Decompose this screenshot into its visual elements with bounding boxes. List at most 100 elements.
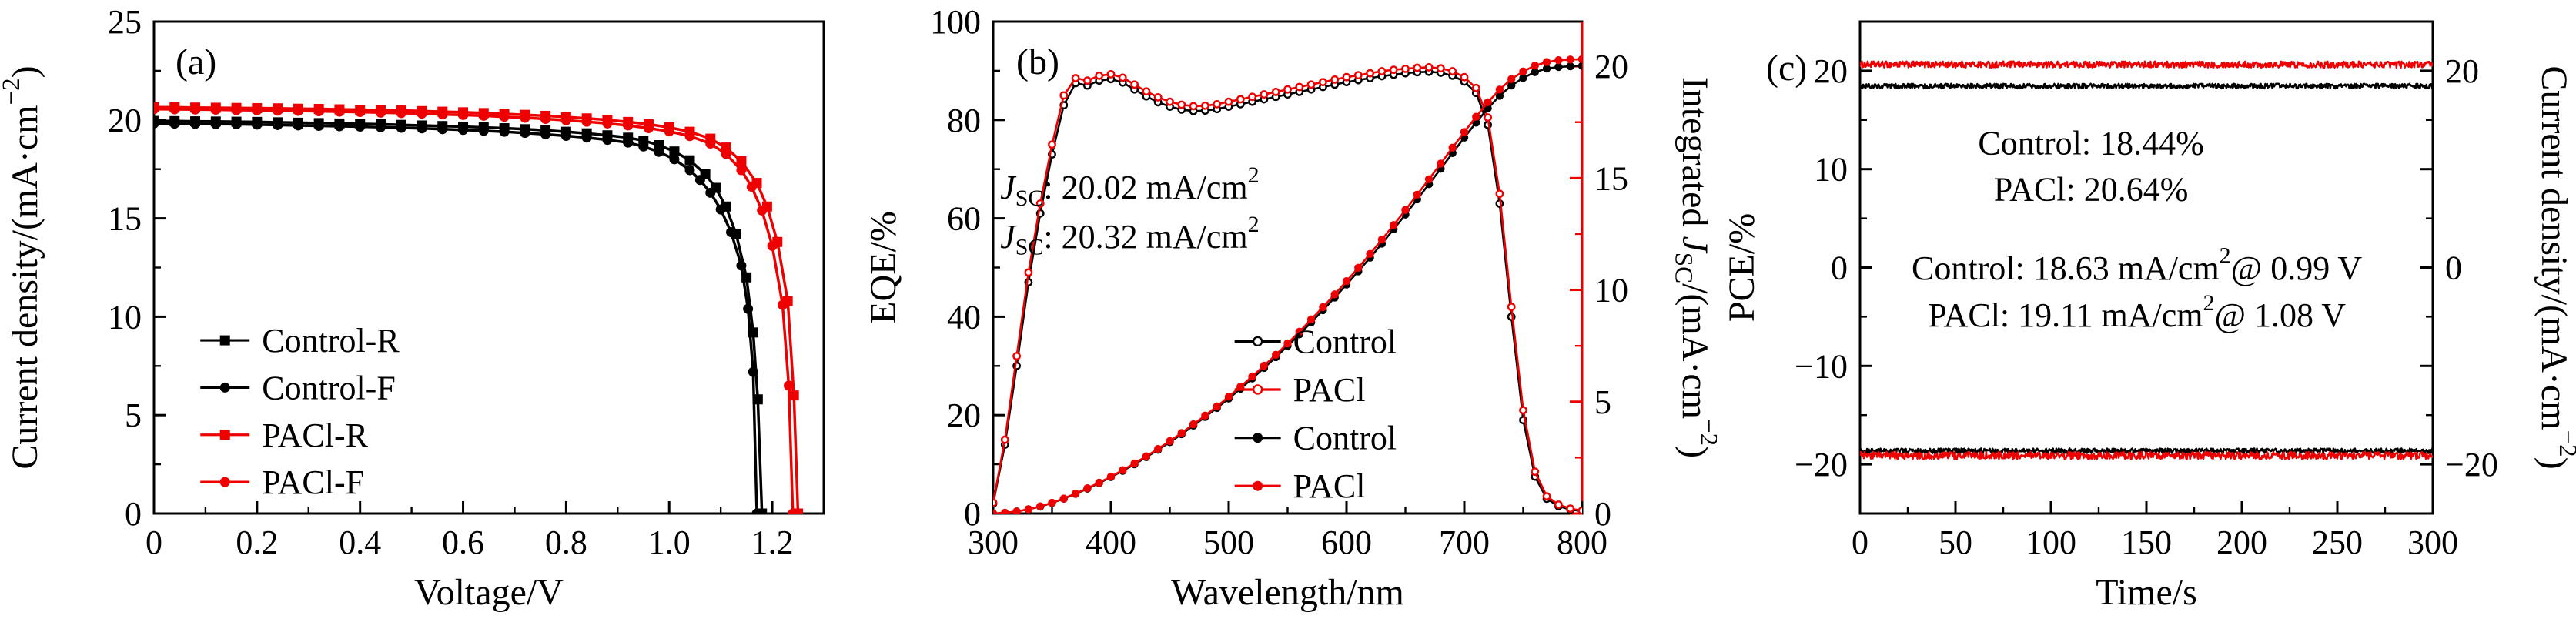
right-tick-label: 20 [2445,52,2479,90]
series-marker [252,105,263,115]
series-marker [1460,72,1469,82]
annotation: PACl: 20.64% [1994,171,2189,209]
series-marker [1542,492,1551,501]
series-marker [1177,100,1186,109]
series-marker [313,120,324,131]
series-marker [458,125,469,136]
series-marker [1306,80,1316,89]
x-tick-label: 100 [2026,524,2076,561]
series-marker [1295,327,1303,336]
series-marker [1083,483,1092,493]
series-marker [478,125,489,136]
series-marker [1142,87,1151,96]
series-marker [684,155,695,166]
y-tick-label: 100 [930,3,981,41]
series-marker [1413,63,1422,72]
series-marker [581,132,592,143]
series-marker [1401,64,1410,73]
series-marker [231,119,242,129]
x-tick-label: 50 [1939,524,1972,561]
series-marker [154,104,159,115]
series-marker [540,129,551,139]
series-marker [1413,190,1421,199]
series-marker [1260,90,1269,99]
series-marker [1577,55,1582,63]
series-marker [1306,315,1316,324]
series-marker [743,303,754,314]
series-marker [1366,249,1374,258]
series-marker [1189,102,1198,111]
series-marker [1283,85,1292,94]
series-marker [293,105,303,116]
series-marker [1059,494,1068,503]
legend-label: PACl [1293,467,1366,505]
series-marker [1048,498,1056,507]
y-tick-label: 20 [947,396,981,434]
y-tick-label: 80 [947,102,981,139]
x-tick-label: 0.8 [545,524,587,561]
series-marker [736,165,747,176]
panel-c-stability-chart: 0 50 100 150 200 250 300 −20 −10 0 10 20 −20 0 20 Time/… [1717,0,2576,629]
right-tick-label: 0 [1594,495,1611,533]
right-tick-label: 15 [1594,159,1628,197]
x-tick-label: 0.6 [442,524,484,561]
series-marker [1253,433,1263,443]
series-marker [669,154,680,165]
series-marker [993,498,998,507]
series-line [1860,450,2433,460]
series-marker [748,366,758,377]
series-marker [1253,480,1263,491]
y-tick-label: −10 [1795,347,1848,385]
series-marker [1424,175,1434,183]
annotation: JSC: 20.32 mA/cm2 [1000,212,1259,260]
series-marker [1495,189,1504,199]
series-marker [736,156,747,166]
series-marker [788,390,799,401]
series-marker [499,112,510,122]
x-axis-label: Wavelength/nm [1171,572,1404,613]
series-marker [1036,502,1045,510]
series-marker [788,508,798,514]
legend-label: PACl [1293,371,1366,409]
series-line [154,122,758,514]
series-marker [1566,62,1574,71]
x-tick-label: 300 [2407,524,2458,561]
series-marker [1519,67,1527,75]
series-marker [757,508,768,514]
series-marker [1248,372,1256,381]
y-tick-label: 40 [947,298,981,336]
series-marker [313,106,324,117]
series-marker [355,107,366,118]
right-axis-label: Current density/(mA·cm−2) [2534,65,2576,469]
series-marker [1531,467,1540,477]
series-line [993,70,1582,513]
plot-frame [152,20,825,515]
series-marker [437,109,448,120]
right-tick-label: −20 [2445,446,2498,483]
series-marker [219,335,230,346]
series-marker [1119,466,1127,474]
series-marker [375,122,386,132]
series-marker [499,126,510,137]
x-tick-label: 1.2 [751,524,794,561]
series-marker [705,138,716,149]
series-marker [715,204,726,215]
series-marker [1377,235,1387,244]
series-marker [252,119,263,130]
y-tick-label: 25 [108,3,142,41]
series-marker [210,119,221,129]
series-marker [1424,63,1434,72]
x-tick-label: 400 [1086,524,1136,561]
series-marker [1554,500,1563,509]
series-group [1860,60,2433,460]
series-marker [478,110,489,121]
series-marker [1390,221,1398,229]
series-group [993,55,1582,514]
y-tick-label: 5 [125,396,142,434]
series-marker [417,123,427,134]
series-marker [1012,352,1022,360]
series-marker [1059,91,1069,100]
series-marker [231,105,242,115]
series-marker [1448,143,1457,152]
